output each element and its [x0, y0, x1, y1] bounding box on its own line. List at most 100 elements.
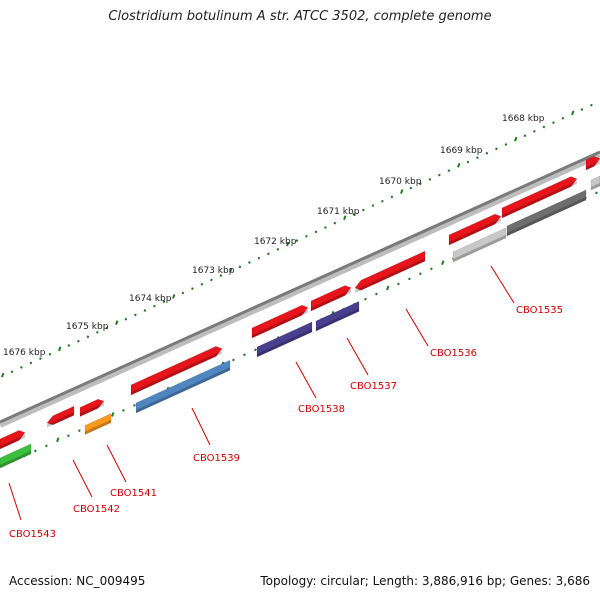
scale-label-group: 1668 kbp 1669 kbp 1670 kbp 1671 kbp 1672 kbp…: [3, 114, 545, 358]
gene-label: CBO1542: [73, 504, 120, 515]
gene-shading: [0, 434, 25, 449]
backbone-shadow: [0, 152, 600, 428]
tick-mark: [495, 147, 498, 151]
scale-label: 1675 kbp: [66, 322, 109, 332]
scale-label: 1668 kbp: [502, 114, 545, 124]
gene-feature: [354, 250, 426, 291]
gene-shading: [47, 412, 74, 428]
tick-mark: [254, 348, 257, 352]
gene-shading: [131, 350, 222, 395]
tick-mark: [286, 241, 290, 247]
tick-mark: [45, 444, 48, 448]
scale-label: 1674 kbp: [129, 294, 172, 304]
tick-mark: [181, 291, 185, 295]
gene-label: CBO1535: [516, 305, 563, 316]
gene-shading: [0, 450, 31, 468]
tick-mark: [56, 437, 60, 443]
tick-mark: [419, 272, 422, 276]
tick-mark: [122, 409, 125, 412]
tick-mark: [428, 178, 432, 181]
leader-line: [191, 407, 211, 446]
gene-feature: [585, 156, 600, 171]
gene-shading: [316, 308, 359, 331]
tick-mark: [362, 208, 365, 212]
gene-shading: [311, 289, 351, 311]
tick-mark: [466, 160, 470, 164]
tick-mark: [105, 326, 109, 330]
scale-label: 1669 kbp: [440, 146, 483, 156]
tick-mark: [542, 125, 546, 129]
gene-shading: [586, 160, 600, 170]
tick-mark: [210, 278, 213, 282]
tick-mark: [314, 230, 318, 234]
genome-summary-text: Topology: circular; Length: 3,886,916 bp…: [260, 574, 590, 588]
tick-mark: [504, 143, 508, 146]
tick-mark: [200, 282, 204, 286]
tick-mark: [386, 285, 390, 291]
gene-shading: [591, 182, 600, 190]
tick-mark: [111, 412, 115, 417]
map-title: Clostridium botulinum A str. ATCC 3502, …: [108, 9, 492, 24]
tick-mark: [419, 182, 422, 186]
tick-mark: [324, 226, 327, 229]
tick-mark: [438, 173, 441, 177]
outer-tick-track: [1, 103, 593, 378]
gene-feature: [79, 398, 105, 417]
gene-feature: [0, 430, 26, 450]
tick-mark: [39, 357, 42, 360]
gene-feature: [84, 413, 112, 435]
tick-mark: [67, 344, 71, 347]
gene-label: CBO1543: [9, 529, 56, 540]
gene-label: CBO1537: [350, 381, 397, 392]
scale-label: 1671 kbp: [317, 207, 360, 217]
leader-line: [106, 444, 127, 483]
tick-mark: [514, 136, 518, 142]
tick-mark: [552, 121, 555, 124]
tick-mark: [476, 156, 479, 159]
tick-mark: [400, 189, 404, 194]
tick-mark: [457, 162, 461, 168]
gene-feature: [315, 300, 360, 332]
tick-mark: [523, 134, 527, 138]
tick-mark: [172, 294, 176, 299]
scale-label: 1672 kbp: [254, 237, 297, 247]
gene-label-group: CBO1535 CBO1536 CBO1537 CBO1538 CBO1539 CBO15…: [9, 305, 563, 540]
gene-label: CBO1541: [110, 488, 157, 499]
tick-mark: [229, 267, 233, 273]
tick-mark: [134, 313, 137, 317]
gene-shading: [502, 180, 577, 218]
tick-mark: [571, 110, 575, 116]
gene-shading: [355, 258, 425, 293]
tick-mark: [375, 292, 378, 296]
tick-mark: [590, 103, 593, 107]
tick-mark: [295, 239, 299, 242]
tick-mark: [162, 300, 166, 304]
tick-mark: [124, 317, 128, 321]
tick-mark: [10, 370, 14, 374]
tick-mark: [115, 320, 119, 325]
tick-mark: [533, 129, 536, 133]
gene-shading: [449, 218, 501, 245]
tick-mark: [364, 297, 367, 301]
gene-shading: [257, 328, 312, 357]
tick-mark: [48, 352, 52, 356]
gene-feature: [0, 443, 32, 469]
leader-line: [346, 337, 369, 376]
leader-line: [490, 265, 515, 304]
tick-mark: [78, 429, 81, 433]
accession-text: Accession: NC_009495: [9, 574, 146, 588]
tick-mark: [153, 304, 156, 308]
gene-feature: [501, 176, 578, 219]
tick-mark: [561, 116, 565, 120]
gene-label: CBO1539: [193, 453, 240, 464]
gene-feature: [46, 405, 75, 426]
tick-mark: [595, 191, 598, 195]
gene-shading: [252, 309, 308, 338]
tick-mark: [248, 261, 251, 264]
tick-mark: [276, 247, 280, 251]
tick-mark: [77, 339, 80, 343]
leader-line-group: [8, 265, 515, 521]
gene-feature: [448, 213, 502, 246]
tick-mark: [232, 358, 235, 362]
